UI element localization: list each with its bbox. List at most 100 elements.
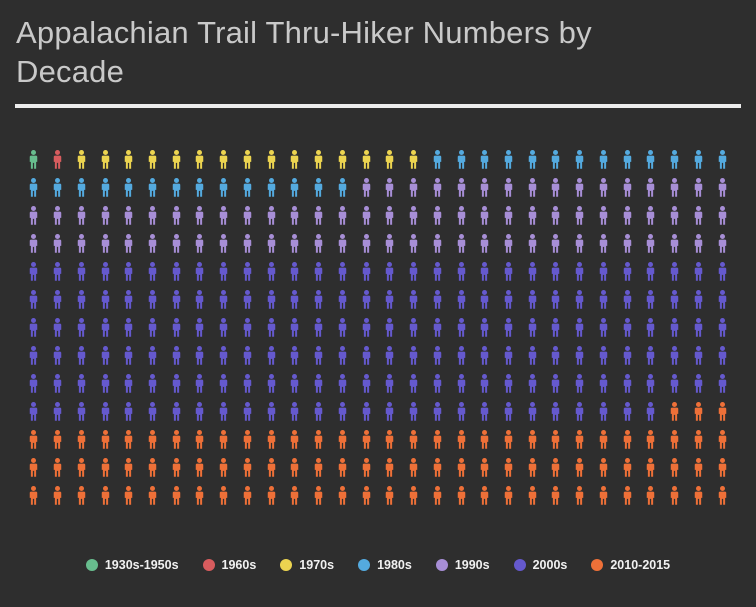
person-icon: [359, 457, 374, 478]
person-icon: [572, 457, 587, 478]
person-icon: [264, 485, 279, 506]
person-icon: [548, 457, 563, 478]
person-icon: [26, 289, 41, 310]
person-icon: [477, 289, 492, 310]
person-icon: [667, 177, 682, 198]
person-icon: [121, 233, 136, 254]
legend-label: 1990s: [454, 557, 490, 572]
person-icon: [406, 373, 421, 394]
person-icon: [26, 317, 41, 338]
person-icon: [572, 401, 587, 422]
person-icon: [145, 401, 160, 422]
person-icon: [121, 429, 136, 450]
person-icon: [287, 317, 302, 338]
person-icon: [406, 233, 421, 254]
person-icon: [430, 289, 445, 310]
person-icon: [74, 401, 89, 422]
person-icon: [667, 485, 682, 506]
person-icon: [620, 205, 635, 226]
person-icon: [359, 289, 374, 310]
person-icon: [667, 373, 682, 394]
person-icon: [26, 457, 41, 478]
person-icon: [287, 149, 302, 170]
person-icon: [620, 177, 635, 198]
title-divider: [15, 103, 741, 108]
person-icon: [192, 401, 207, 422]
person-icon: [169, 401, 184, 422]
person-icon: [50, 261, 65, 282]
person-icon: [620, 233, 635, 254]
person-icon: [74, 317, 89, 338]
legend-swatch: [280, 558, 293, 571]
person-icon: [430, 457, 445, 478]
person-icon: [477, 373, 492, 394]
person-icon: [501, 289, 516, 310]
person-icon: [145, 457, 160, 478]
person-icon: [121, 485, 136, 506]
person-icon: [691, 429, 706, 450]
person-icon: [548, 177, 563, 198]
person-icon: [715, 177, 730, 198]
person-icon: [548, 289, 563, 310]
person-icon: [145, 233, 160, 254]
person-icon: [121, 373, 136, 394]
person-icon: [240, 149, 255, 170]
person-icon: [691, 317, 706, 338]
person-icon: [620, 485, 635, 506]
person-icon: [192, 429, 207, 450]
person-icon: [311, 289, 326, 310]
person-icon: [216, 457, 231, 478]
person-icon: [596, 485, 611, 506]
person-icon: [454, 149, 469, 170]
person-icon: [98, 317, 113, 338]
person-icon: [596, 401, 611, 422]
person-icon: [216, 233, 231, 254]
person-icon: [240, 485, 255, 506]
person-icon: [715, 429, 730, 450]
person-icon: [264, 317, 279, 338]
person-icon: [596, 261, 611, 282]
person-icon: [501, 205, 516, 226]
person-icon: [311, 485, 326, 506]
person-icon: [596, 233, 611, 254]
person-icon: [406, 485, 421, 506]
person-icon: [192, 177, 207, 198]
person-icon: [240, 289, 255, 310]
person-icon: [169, 177, 184, 198]
person-icon: [359, 261, 374, 282]
person-icon: [98, 177, 113, 198]
person-icon: [192, 345, 207, 366]
person-icon: [501, 373, 516, 394]
person-icon: [98, 205, 113, 226]
person-icon: [643, 261, 658, 282]
person-icon: [548, 149, 563, 170]
person-icon: [525, 401, 540, 422]
person-icon: [572, 233, 587, 254]
person-icon: [643, 485, 658, 506]
person-icon: [26, 485, 41, 506]
person-icon: [691, 485, 706, 506]
person-icon: [26, 373, 41, 394]
person-icon: [287, 205, 302, 226]
person-icon: [169, 429, 184, 450]
person-icon: [525, 205, 540, 226]
person-icon: [715, 289, 730, 310]
person-icon: [667, 401, 682, 422]
person-icon: [382, 289, 397, 310]
person-icon: [192, 457, 207, 478]
person-icon: [715, 373, 730, 394]
person-icon: [359, 177, 374, 198]
person-icon: [50, 149, 65, 170]
person-icon: [26, 233, 41, 254]
person-icon: [98, 345, 113, 366]
person-icon: [359, 429, 374, 450]
person-icon: [477, 317, 492, 338]
person-icon: [240, 429, 255, 450]
person-icon: [596, 345, 611, 366]
person-icon: [50, 233, 65, 254]
person-icon: [240, 177, 255, 198]
person-icon: [691, 149, 706, 170]
person-icon: [430, 149, 445, 170]
person-icon: [691, 289, 706, 310]
person-icon: [691, 457, 706, 478]
